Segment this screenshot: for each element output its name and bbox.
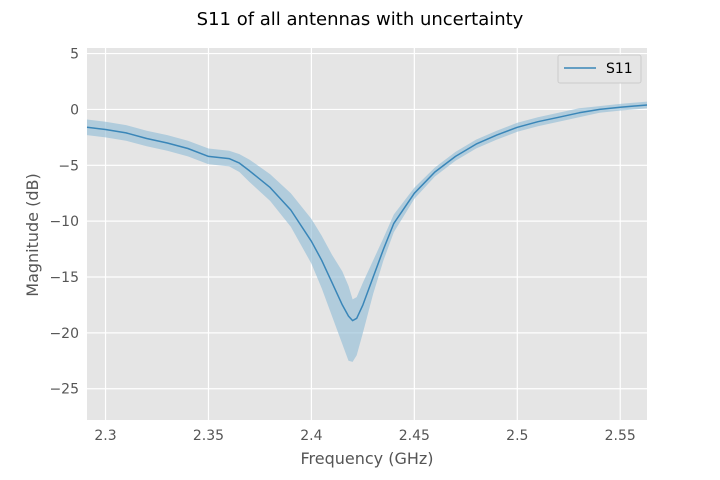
y-tick-label: 5 [70,47,79,63]
x-tick-label: 2.4 [300,428,322,444]
legend-label-s11: S11 [606,61,633,77]
x-tick-labels: 2.3 2.35 2.4 2.45 2.5 2.55 [94,428,635,444]
plot-area [87,48,647,420]
x-tick-label: 2.45 [399,428,430,444]
x-tick-label: 2.5 [506,428,528,444]
y-tick-label: −20 [49,326,79,342]
y-tick-label: −10 [49,214,79,230]
y-tick-label: 0 [70,102,79,118]
s11-line [86,104,648,322]
y-axis-label: Magnitude (dB) [23,173,42,296]
x-tick-label: 2.55 [605,428,636,444]
x-axis-label: Frequency (GHz) [300,449,433,468]
uncertainty-band [87,101,647,362]
y-tick-label: −5 [58,158,79,174]
x-tick-label: 2.3 [94,428,116,444]
y-tick-label: −25 [49,382,79,398]
x-tick-label: 2.35 [193,428,224,444]
y-tick-label: −15 [49,270,79,286]
y-tick-labels: 5 0 −5 −10 −15 −20 −25 [49,47,79,398]
chart-title: S11 of all antennas with uncertainty [197,9,524,30]
legend: S11 [557,54,642,84]
legend-frame [557,54,642,84]
